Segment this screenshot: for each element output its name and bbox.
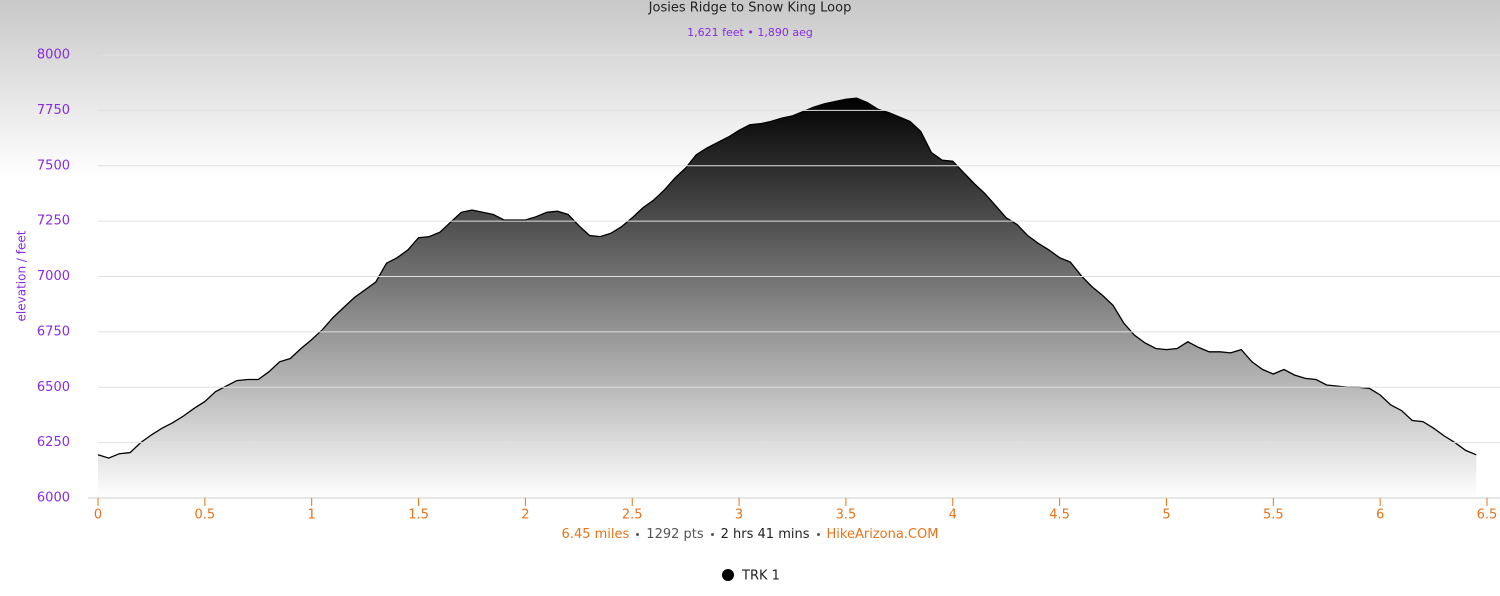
x-tick-label: 0.5 (195, 508, 216, 523)
y-tick-label: 7500 (37, 158, 70, 173)
legend[interactable]: TRK 1 (722, 569, 780, 584)
footer-points: 1292 pts (646, 527, 704, 542)
x-tick-label: 2 (521, 508, 529, 523)
separator (710, 533, 714, 536)
x-tick-label: 0 (94, 508, 102, 523)
x-tick-label: 3 (735, 508, 743, 523)
x-tick-label: 5 (1162, 508, 1170, 523)
area (98, 98, 1477, 498)
footer-time: 2 hrs 41 mins (720, 527, 810, 542)
y-tick-label: 6250 (37, 435, 70, 450)
legend-label[interactable]: TRK 1 (741, 569, 780, 584)
chart-title: Josies Ridge to Snow King Loop (648, 1, 852, 16)
x-tick-label: 4.5 (1049, 508, 1070, 523)
x-tick-label: 2.5 (622, 508, 643, 523)
legend-marker (722, 569, 734, 581)
y-tick-label: 7750 (37, 103, 70, 118)
x-tick-label: 1 (308, 508, 316, 523)
y-tick-label: 6750 (37, 324, 70, 339)
footer-site[interactable]: HikeArizona.COM (826, 527, 939, 542)
x-tick-label: 3.5 (836, 508, 857, 523)
x-tick-label: 5.5 (1263, 508, 1284, 523)
y-tick-label: 6000 (37, 491, 70, 506)
y-tick-label: 7250 (37, 214, 70, 229)
y-tick-label: 7000 (37, 269, 70, 284)
y-tick-label: 6500 (37, 380, 70, 395)
x-tick-label: 6 (1376, 508, 1384, 523)
x-tick-label: 6.5 (1477, 508, 1498, 523)
separator (636, 533, 640, 536)
y-tick-label: 8000 (37, 48, 70, 63)
x-tick-label: 1.5 (408, 508, 429, 523)
footer-distance: 6.45 miles (561, 527, 630, 542)
y-axis-title: elevation / feet (15, 230, 29, 321)
footer: 6.45 miles 1292 pts 2 hrs 41 mins HikeAr… (0, 527, 1500, 542)
line (97, 97, 1477, 459)
x-tick-label: 4 (949, 508, 957, 523)
chart-subtitle: 1,621 feet • 1,890 aeg (687, 26, 813, 39)
separator (816, 533, 820, 536)
